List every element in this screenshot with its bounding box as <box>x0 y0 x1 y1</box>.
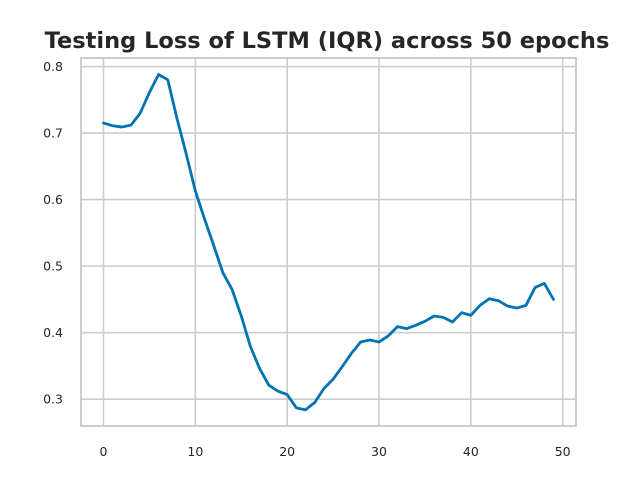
loss-series-line <box>102 73 555 412</box>
x-tick-label: 30 <box>371 444 387 459</box>
plot-frame <box>80 57 577 427</box>
x-tick-label: 0 <box>100 444 108 459</box>
x-tick-label: 10 <box>187 444 203 459</box>
y-tick-label: 0.6 <box>43 192 63 207</box>
chart-title: Testing Loss of LSTM (IQR) across 50 epo… <box>45 28 610 54</box>
x-tick-label: 20 <box>279 444 295 459</box>
x-tick-label: 40 <box>463 444 479 459</box>
y-tick-label: 0.3 <box>43 392 63 407</box>
y-tick-label: 0.5 <box>43 259 63 274</box>
tick-layer: 0 10 20 30 40 50 0.3 0.4 0.5 0.6 0.7 0.8 <box>43 59 571 459</box>
y-tick-label: 0.7 <box>43 126 63 141</box>
series-layer <box>102 73 555 412</box>
grid-layer <box>81 58 576 426</box>
y-tick-label: 0.4 <box>43 325 63 340</box>
y-tick-label: 0.8 <box>43 59 63 74</box>
x-tick-label: 50 <box>555 444 571 459</box>
